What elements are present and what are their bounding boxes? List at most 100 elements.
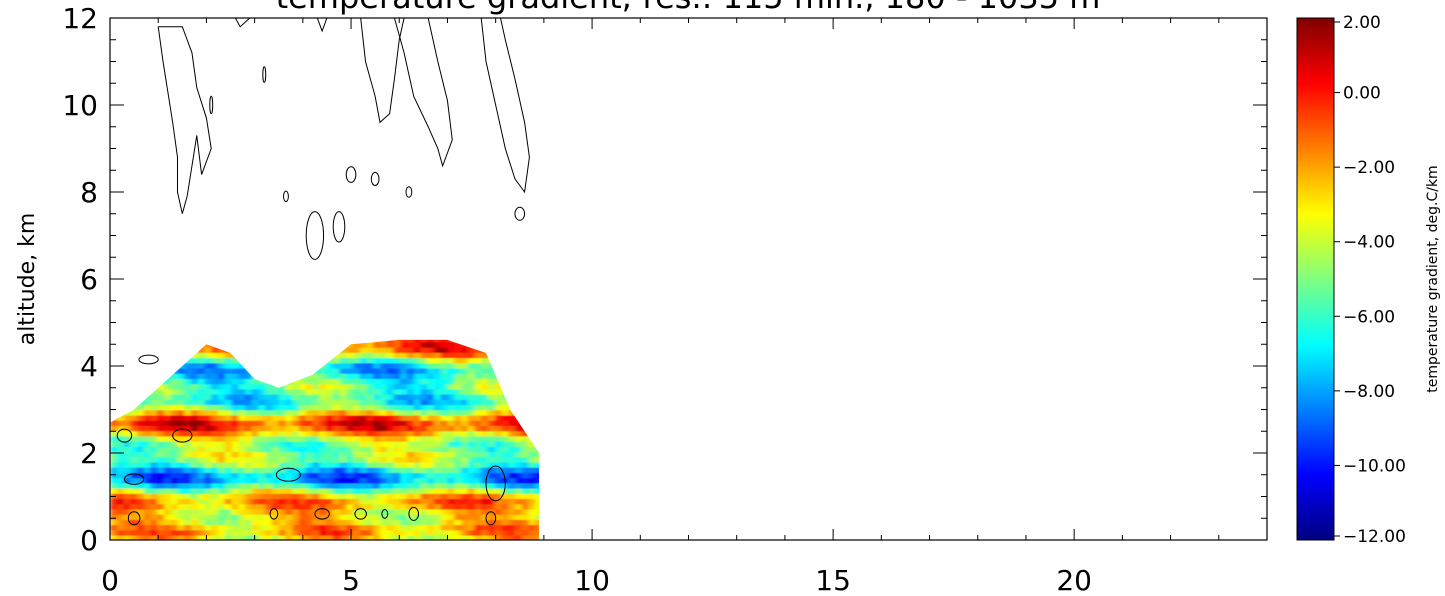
heatmap-cell bbox=[170, 513, 179, 520]
heatmap-cell bbox=[379, 341, 388, 348]
heatmap-cell bbox=[319, 477, 327, 484]
heatmap-cell bbox=[406, 466, 415, 473]
heatmap-cell bbox=[143, 430, 152, 437]
heatmap-cell bbox=[481, 388, 489, 395]
heatmap-cell bbox=[535, 378, 540, 385]
heatmap-cell bbox=[346, 498, 354, 505]
heatmap-cell bbox=[400, 487, 408, 494]
heatmap-cell bbox=[217, 534, 226, 540]
heatmap-cell bbox=[346, 357, 354, 364]
heatmap-cell bbox=[481, 341, 489, 348]
heatmap-cell bbox=[312, 339, 321, 343]
heatmap-cell bbox=[217, 446, 226, 453]
heatmap-cell bbox=[244, 378, 253, 385]
heatmap-cell bbox=[460, 446, 469, 453]
heatmap-cell bbox=[420, 440, 429, 447]
heatmap-cell bbox=[278, 393, 287, 400]
heatmap-cell bbox=[312, 440, 321, 447]
heatmap-cell bbox=[454, 519, 462, 526]
heatmap-cell bbox=[460, 372, 469, 379]
heatmap-cell bbox=[535, 451, 540, 458]
heatmap-cell bbox=[217, 513, 226, 520]
heatmap-cell bbox=[460, 346, 469, 353]
heatmap-cell bbox=[440, 498, 449, 505]
heatmap-cell bbox=[130, 440, 138, 447]
heatmap-cell bbox=[197, 383, 206, 390]
heatmap-cell bbox=[427, 399, 435, 406]
heatmap-cell bbox=[535, 503, 540, 510]
heatmap-cell bbox=[332, 482, 341, 489]
heatmap-cell bbox=[494, 367, 503, 374]
heatmap-cell bbox=[143, 440, 152, 447]
heatmap-cell bbox=[177, 383, 186, 390]
heatmap-cell bbox=[190, 399, 199, 406]
heatmap-cell bbox=[224, 430, 233, 437]
heatmap-cell bbox=[373, 477, 381, 484]
heatmap-cell bbox=[271, 425, 280, 432]
heatmap-cell bbox=[163, 472, 172, 479]
heatmap-cell bbox=[298, 472, 307, 479]
heatmap-cell bbox=[163, 362, 172, 369]
heatmap-cell bbox=[150, 346, 159, 353]
heatmap-cell bbox=[238, 362, 246, 369]
heatmap-cell bbox=[204, 477, 213, 484]
heatmap-cell bbox=[130, 393, 138, 400]
colorbar-tick-label: 2.00 bbox=[1343, 13, 1381, 33]
chart-title: temperature gradient; res.: 115 min., 18… bbox=[276, 0, 1101, 16]
heatmap-cell bbox=[467, 404, 476, 411]
heatmap-cell bbox=[481, 331, 489, 337]
heatmap-cell bbox=[130, 383, 138, 390]
heatmap-cell bbox=[447, 383, 456, 390]
heatmap-cell bbox=[143, 446, 152, 453]
heatmap-cell bbox=[251, 399, 260, 406]
heatmap-cell bbox=[406, 414, 415, 421]
heatmap-cell bbox=[332, 487, 341, 494]
heatmap-cell bbox=[481, 383, 489, 390]
heatmap-cell bbox=[379, 461, 388, 468]
heatmap-cell bbox=[265, 409, 273, 416]
heatmap-cell bbox=[373, 435, 381, 442]
heatmap-cell bbox=[346, 524, 354, 531]
heatmap-cell bbox=[521, 409, 530, 416]
heatmap-cell bbox=[521, 451, 530, 458]
heatmap-cell bbox=[271, 487, 280, 494]
heatmap-cell bbox=[535, 399, 540, 406]
heatmap-cell bbox=[150, 493, 159, 500]
heatmap-cell bbox=[244, 393, 253, 400]
heatmap-cell bbox=[130, 367, 138, 374]
heatmap-cell bbox=[359, 419, 368, 426]
heatmap-cell bbox=[271, 372, 280, 379]
heatmap-cell bbox=[339, 446, 348, 453]
heatmap-cell bbox=[292, 339, 300, 343]
heatmap-cell bbox=[359, 529, 368, 536]
heatmap-cell bbox=[447, 341, 456, 348]
heatmap-cell bbox=[163, 383, 172, 390]
heatmap-cell bbox=[467, 435, 476, 442]
heatmap-cell bbox=[211, 529, 219, 536]
heatmap-cell bbox=[184, 534, 192, 540]
heatmap-cell bbox=[292, 393, 300, 400]
heatmap-cell bbox=[123, 466, 132, 473]
heatmap-cell bbox=[258, 414, 267, 421]
heatmap-cell bbox=[278, 404, 287, 411]
heatmap-cell bbox=[231, 435, 240, 442]
heatmap-cell bbox=[110, 451, 118, 458]
heatmap-cell bbox=[170, 451, 179, 458]
heatmap-cell bbox=[157, 446, 165, 453]
heatmap-cell bbox=[373, 529, 381, 536]
heatmap-cell bbox=[332, 498, 341, 505]
heatmap-cell bbox=[143, 409, 152, 416]
heatmap-cell bbox=[406, 534, 415, 540]
heatmap-cell bbox=[177, 498, 186, 505]
heatmap-cell bbox=[278, 482, 287, 489]
heatmap-cell bbox=[292, 519, 300, 526]
heatmap-cell bbox=[420, 393, 429, 400]
contour-blob bbox=[283, 190, 289, 203]
heatmap-cell bbox=[454, 482, 462, 489]
heatmap-cell bbox=[110, 482, 118, 489]
colorbar-tick-label: −4.00 bbox=[1343, 233, 1395, 253]
heatmap-cell bbox=[521, 357, 530, 364]
heatmap-cell bbox=[163, 466, 172, 473]
heatmap-cell bbox=[400, 404, 408, 411]
heatmap-cell bbox=[224, 451, 233, 458]
